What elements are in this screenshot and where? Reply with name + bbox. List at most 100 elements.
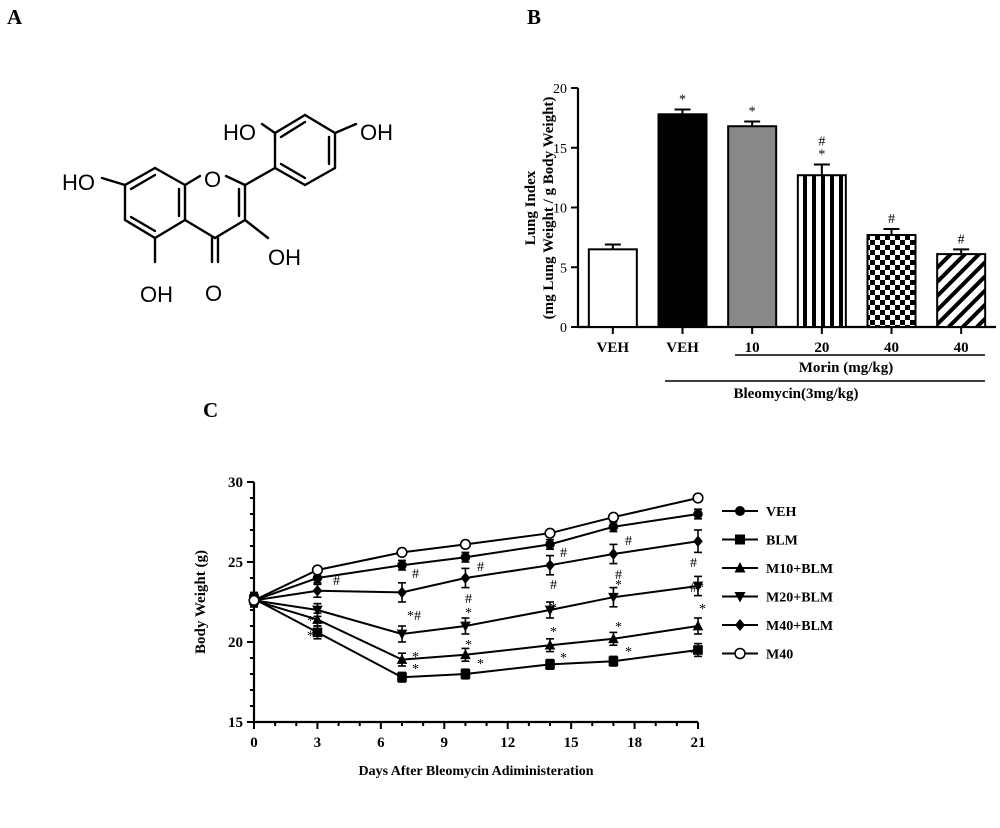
series-m20-blm <box>248 575 704 643</box>
y-tick-label: 5 <box>560 261 567 276</box>
significance-mark: * <box>699 602 706 617</box>
y-tick-label: 20 <box>228 635 243 651</box>
significance-mark: * <box>749 104 756 119</box>
y-tick-label: 15 <box>228 715 243 731</box>
significance-mark: * <box>615 578 622 593</box>
significance-mark: * <box>550 625 557 640</box>
significance-mark: # <box>818 134 825 149</box>
marker-square <box>545 659 555 670</box>
y-axis-label: Lung Index (mg Lung Weight / g Body Weigh… <box>523 97 557 320</box>
legend-label: BLM <box>766 534 798 549</box>
atom-label-oh-4prime: OH <box>360 120 393 145</box>
x-tick-label: VEH <box>597 340 630 356</box>
x-tick-label: 18 <box>627 735 642 751</box>
marker-triangle-down <box>692 581 704 592</box>
marker-circle <box>735 506 745 516</box>
marker-square <box>608 656 619 666</box>
atom-label-oh-3: OH <box>268 245 301 270</box>
morin-atom-labels: HO HO OH OH OH O O <box>62 120 393 307</box>
atom-label-ring-oxygen: O <box>204 167 221 192</box>
bar <box>587 248 638 328</box>
panel-a-letter: A <box>7 5 23 29</box>
marker-open-circle <box>396 546 408 559</box>
significance-mark: * <box>465 638 472 653</box>
marker-square <box>693 645 703 655</box>
marker-circle <box>545 539 555 550</box>
atom-label-oh-5: OH <box>140 282 173 307</box>
y-tick-label: 25 <box>228 555 243 571</box>
significance-mark: # <box>888 212 895 227</box>
significance-mark: # <box>412 567 419 582</box>
y-tick-label: 0 <box>560 321 567 336</box>
y-axis-label-line1: Lung Index <box>523 170 539 245</box>
marker-open-circle <box>692 492 704 504</box>
legend-label: M40+BLM <box>766 619 833 634</box>
atom-label-carbonyl-oxygen: O <box>205 281 222 306</box>
marker-triangle-down <box>544 605 556 616</box>
marker-square <box>735 534 745 545</box>
x-tick-label: 15 <box>564 735 579 751</box>
legend: VEH BLM M10+BLM M20+BLM M40+BLM M40 <box>722 505 833 663</box>
significance-mark: # <box>560 546 567 561</box>
marker-triangle-down <box>734 592 746 603</box>
significance-mark: * <box>615 620 622 635</box>
significance-mark: * <box>679 93 686 108</box>
significance-mark: # <box>625 534 632 549</box>
marker-diamond <box>735 619 745 631</box>
series-veh <box>249 508 703 608</box>
marker-open-circle <box>544 527 556 539</box>
significance-mark: * <box>465 606 472 621</box>
marker-square <box>397 672 407 682</box>
significance-mark: * <box>307 629 314 644</box>
marker-open-circle <box>734 647 746 660</box>
bar <box>727 125 778 328</box>
legend-label: M10+BLM <box>766 562 833 577</box>
marker-square <box>460 669 471 679</box>
legend-label: VEH <box>766 505 796 520</box>
series-line <box>253 513 699 602</box>
marker-circle <box>693 509 703 519</box>
x-tick-label: 40 <box>954 340 969 356</box>
marker-triangle-down <box>312 605 323 616</box>
bar <box>796 174 847 328</box>
marker-triangle-up <box>396 653 408 664</box>
y-tick-label: 20 <box>553 82 567 97</box>
y-axis-label: Body Weight (g) <box>193 550 209 654</box>
marker-circle <box>312 573 323 583</box>
marker-triangle-down <box>460 621 471 632</box>
marker-triangle-up <box>312 613 323 624</box>
legend-label: M20+BLM <box>766 591 833 606</box>
x-tick-label: 21 <box>691 735 706 751</box>
x-tick-label: 40 <box>884 340 899 356</box>
significance-mark: # <box>465 592 472 607</box>
marker-diamond <box>693 535 703 547</box>
morin-group-label: Morin (mg/kg) <box>799 360 894 376</box>
marker-square <box>312 627 323 638</box>
panel-c-letter: C <box>203 398 218 422</box>
significance-mark: # <box>958 232 965 247</box>
significance-mark: * <box>690 647 697 662</box>
marker-diamond <box>312 585 323 597</box>
marker-triangle-down <box>608 592 619 603</box>
atom-label-ho-7: HO <box>62 170 95 195</box>
marker-diamond <box>397 586 407 599</box>
series-m40 <box>248 492 704 607</box>
marker-triangle-up <box>692 620 704 631</box>
marker-circle <box>608 522 619 532</box>
significance-mark: * <box>550 601 557 616</box>
significance-mark: # <box>550 578 557 593</box>
atom-label-ho-2prime: HO <box>223 120 256 145</box>
x-tick-label: 6 <box>377 735 385 751</box>
significance-mark: # <box>615 568 622 583</box>
x-tick-label: 3 <box>314 735 322 751</box>
significance-mark: *# <box>407 609 421 624</box>
y-axis-label-line2: (mg Lung Weight / g Body Weight) <box>541 97 557 320</box>
marker-open-circle <box>311 564 324 576</box>
significance-mark: # <box>690 556 697 571</box>
bar <box>936 253 987 328</box>
significance-mark: * <box>412 650 419 665</box>
significance-mark: #* <box>690 581 704 596</box>
significance-mark: # <box>333 574 340 589</box>
x-tick-label: 9 <box>441 735 449 751</box>
